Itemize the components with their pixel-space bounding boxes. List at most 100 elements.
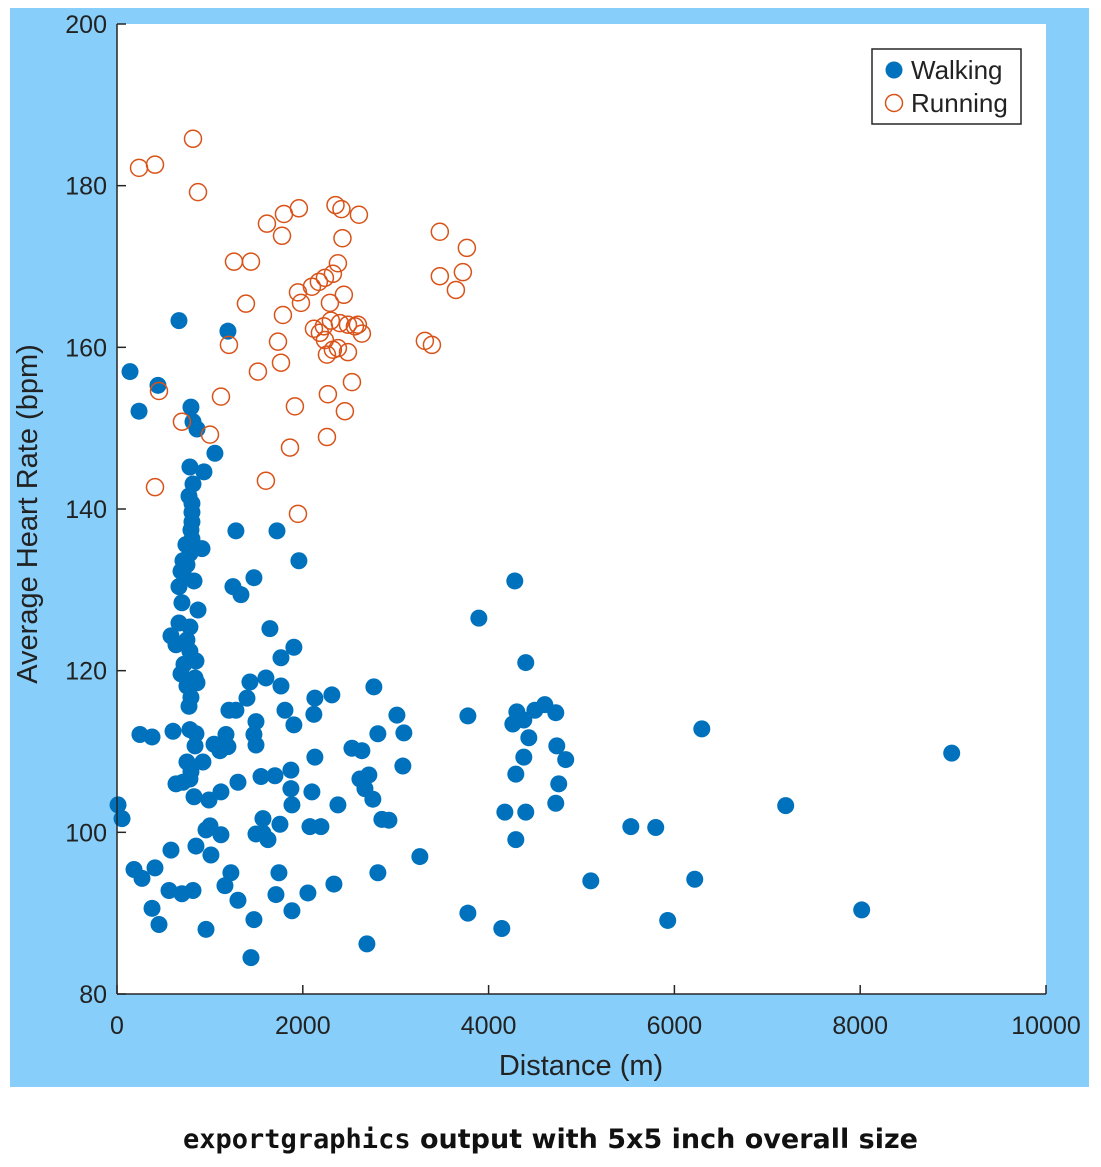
walking-point: [365, 678, 383, 696]
running-point: [268, 332, 288, 351]
walking-point: [394, 757, 412, 775]
walking-point: [109, 796, 127, 814]
walking-point: [547, 704, 565, 722]
x-tick-label: 8000: [832, 1012, 888, 1040]
walking-point: [582, 872, 600, 890]
running-point: [236, 294, 256, 313]
walking-point: [329, 796, 347, 814]
walking-point: [242, 949, 260, 967]
running-point: [317, 427, 337, 447]
walking-point: [285, 716, 303, 734]
running-point: [309, 272, 329, 292]
walking-point: [194, 753, 212, 771]
walking-point: [470, 609, 488, 627]
walking-point: [232, 586, 250, 604]
walking-point: [167, 636, 185, 654]
walking-point: [270, 864, 288, 882]
walking-point: [517, 654, 535, 672]
running-point: [317, 345, 337, 364]
running-point: [145, 155, 165, 174]
walking-point: [219, 322, 237, 340]
walking-point: [305, 705, 323, 723]
walking-point: [257, 669, 275, 687]
walking-point: [186, 737, 204, 755]
legend-running-label: Running: [911, 88, 1008, 118]
running-point: [334, 285, 354, 305]
walking-point: [266, 767, 284, 785]
walking-point: [299, 884, 317, 902]
caption: exportgraphics output with 5x5 inch over…: [0, 1124, 1101, 1155]
running-point: [446, 280, 466, 300]
walking-point: [493, 920, 511, 938]
walking-point: [170, 312, 188, 330]
walking-point: [290, 552, 308, 570]
running-point: [256, 471, 276, 490]
walking-point: [306, 748, 324, 766]
walking-point: [647, 818, 665, 836]
walking-point: [150, 915, 168, 933]
walking-point: [146, 859, 164, 877]
walking-point: [241, 673, 259, 691]
walking-point: [312, 818, 330, 836]
walking-point: [306, 689, 324, 707]
walking-point: [943, 744, 961, 762]
running-point: [332, 199, 351, 219]
running-point: [338, 342, 358, 362]
running-point: [257, 214, 277, 233]
running-point: [304, 319, 324, 338]
x-tick-label: 0: [110, 1012, 124, 1040]
running-point: [330, 313, 350, 333]
walking-point: [358, 935, 376, 953]
running-point: [291, 293, 311, 313]
running-point: [345, 317, 365, 336]
walking-point: [212, 783, 230, 801]
walking-point: [149, 376, 167, 394]
walking-point: [252, 768, 270, 786]
y-tick-label: 100: [65, 819, 107, 847]
y-tick-label: 160: [65, 334, 107, 362]
walking-point: [303, 783, 321, 801]
walking-point: [517, 803, 535, 821]
walking-point: [777, 797, 795, 815]
running-point: [183, 129, 203, 149]
walking-point: [187, 652, 205, 670]
running-point: [289, 199, 309, 218]
walking-point: [507, 765, 525, 783]
y-ticks: 80 100 120 140 160 180 200: [65, 11, 126, 1009]
walking-point: [182, 398, 200, 416]
walking-point: [227, 522, 245, 540]
walking-point: [227, 701, 245, 719]
y-tick-label: 180: [65, 173, 107, 201]
running-point: [352, 324, 372, 343]
walking-point: [247, 713, 265, 731]
walking-point: [369, 864, 387, 882]
walking-point: [550, 775, 568, 793]
walking-point: [325, 875, 343, 893]
walking-point: [187, 725, 205, 743]
axes-background: [117, 24, 1046, 994]
walking-point: [323, 686, 341, 704]
running-point: [323, 264, 343, 284]
running-point: [430, 222, 450, 241]
x-tick-label: 4000: [461, 1012, 517, 1040]
walking-point: [548, 737, 566, 755]
walking-point: [173, 594, 191, 612]
walking-point: [200, 791, 218, 809]
walking-point: [113, 810, 131, 828]
running-point: [149, 381, 169, 401]
walking-point: [272, 649, 290, 667]
y-axis-label: Average Heart Rate (bpm): [12, 344, 44, 684]
walking-point: [283, 902, 301, 920]
walking-point: [395, 724, 413, 742]
walking-point: [238, 689, 256, 707]
figure: 0 2000 4000 6000 8000 10000 80 100 120 140 160 180…: [10, 8, 1089, 1087]
walking-point: [180, 697, 198, 715]
walking-point: [229, 773, 247, 791]
walking-point: [276, 701, 294, 719]
walking-point: [369, 725, 387, 743]
running-point: [271, 353, 291, 372]
x-tick-label: 2000: [275, 1012, 331, 1040]
running-point: [335, 401, 355, 421]
walking-point: [245, 569, 263, 587]
walking-point: [160, 882, 178, 900]
